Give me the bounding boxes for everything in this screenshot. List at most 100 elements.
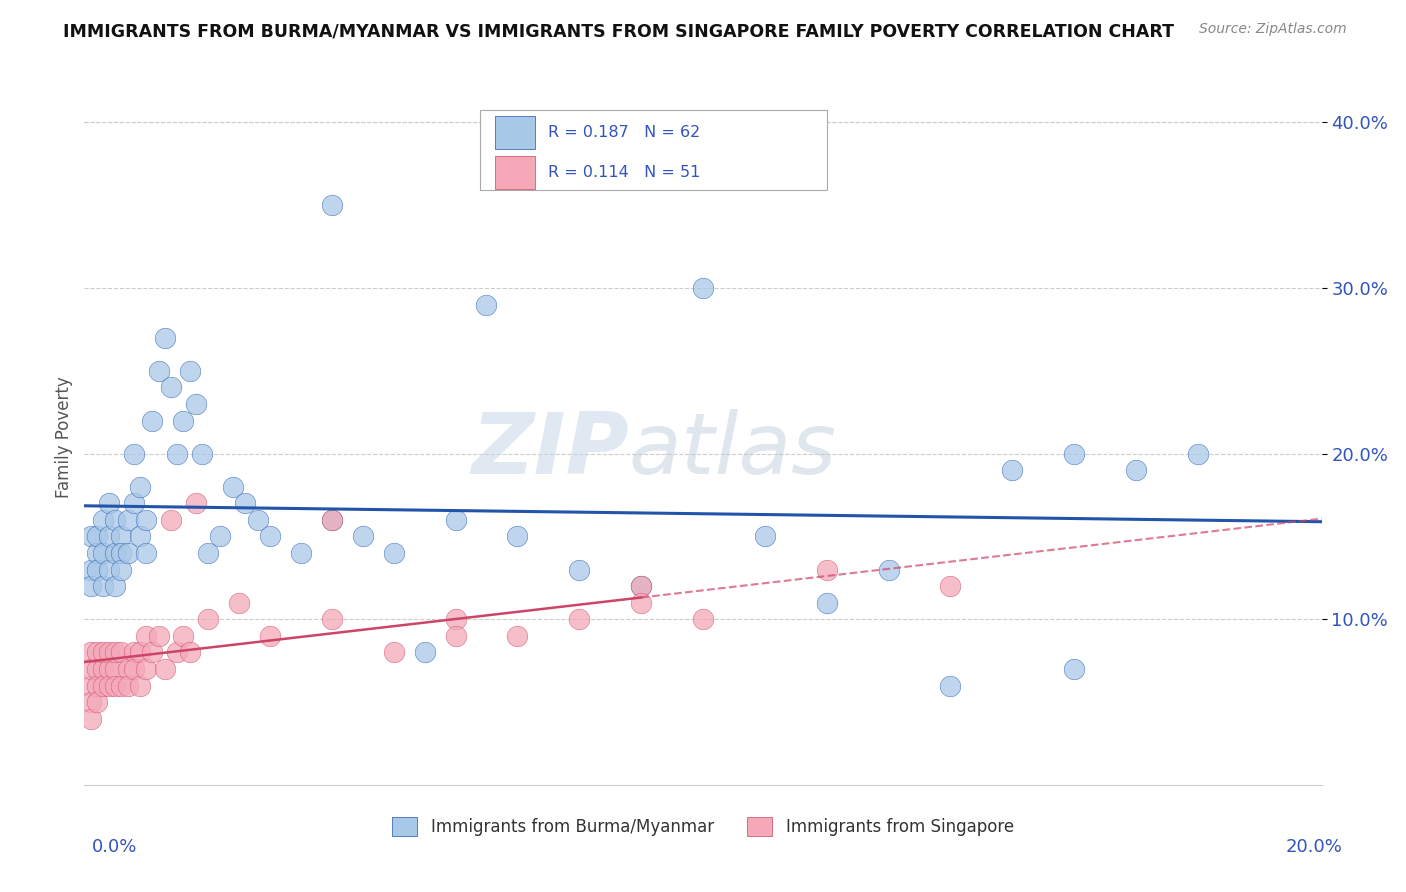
Point (259, 629, 281, 643)
Point (444, 629, 467, 643)
Point (110, 546, 132, 560)
Point (79, 529, 101, 543)
Point (86, 645, 108, 659)
Point (86, 546, 108, 560)
Point (413, 645, 436, 659)
Point (166, 645, 188, 659)
Point (475, 297, 498, 311)
Point (91, 662, 114, 676)
Point (135, 629, 157, 643)
Point (754, 529, 776, 543)
Point (110, 679, 132, 693)
Point (197, 546, 219, 560)
Point (141, 413, 163, 427)
Point (197, 612, 219, 626)
FancyBboxPatch shape (495, 116, 534, 149)
Point (233, 496, 256, 510)
Point (79, 645, 101, 659)
Point (321, 513, 343, 527)
Point (98, 529, 121, 543)
Point (110, 529, 132, 543)
FancyBboxPatch shape (481, 110, 827, 190)
Point (1187, 447, 1209, 461)
Point (222, 480, 245, 494)
Point (382, 645, 405, 659)
Point (877, 563, 900, 577)
Point (79, 579, 101, 593)
Point (104, 546, 127, 560)
Point (117, 679, 139, 693)
Point (166, 447, 188, 461)
Point (209, 529, 232, 543)
Text: IMMIGRANTS FROM BURMA/MYANMAR VS IMMIGRANTS FROM SINGAPORE FAMILY POVERTY CORREL: IMMIGRANTS FROM BURMA/MYANMAR VS IMMIGRA… (63, 22, 1174, 40)
Point (91, 645, 114, 659)
Point (129, 529, 152, 543)
Text: R = 0.187   N = 62: R = 0.187 N = 62 (548, 125, 700, 140)
Point (122, 447, 145, 461)
Text: 0.0%: 0.0% (91, 838, 136, 856)
Point (122, 662, 145, 676)
Point (1063, 447, 1085, 461)
Point (79, 712, 101, 726)
Point (246, 513, 269, 527)
Point (104, 662, 127, 676)
Point (179, 645, 201, 659)
Point (692, 612, 714, 626)
Point (939, 679, 962, 693)
Point (939, 579, 962, 593)
Point (98, 679, 121, 693)
Text: R = 0.114   N = 51: R = 0.114 N = 51 (548, 165, 700, 180)
Point (110, 563, 132, 577)
Point (110, 645, 132, 659)
Point (290, 546, 312, 560)
Point (506, 529, 529, 543)
Point (104, 513, 127, 527)
Point (692, 281, 714, 295)
Y-axis label: Family Poverty: Family Poverty (55, 376, 73, 498)
Point (117, 662, 139, 676)
Point (79, 662, 101, 676)
Point (815, 563, 838, 577)
Point (184, 496, 207, 510)
Point (86, 662, 108, 676)
Point (135, 513, 157, 527)
Point (98, 496, 121, 510)
Point (321, 513, 343, 527)
Point (79, 695, 101, 709)
Point (98, 662, 121, 676)
Point (79, 563, 101, 577)
Legend: Immigrants from Burma/Myanmar, Immigrants from Singapore: Immigrants from Burma/Myanmar, Immigrant… (385, 811, 1021, 843)
Point (135, 546, 157, 560)
Point (91, 513, 114, 527)
Point (148, 629, 170, 643)
Point (98, 645, 121, 659)
Point (153, 662, 176, 676)
Point (141, 645, 163, 659)
Point (122, 496, 145, 510)
Point (352, 529, 374, 543)
Point (444, 513, 467, 527)
Text: atlas: atlas (628, 409, 837, 492)
Point (815, 596, 838, 610)
Text: ZIP: ZIP (471, 409, 628, 492)
Point (321, 198, 343, 212)
Point (86, 529, 108, 543)
Point (86, 695, 108, 709)
Point (630, 579, 652, 593)
Point (172, 413, 194, 427)
Point (79, 679, 101, 693)
Point (148, 364, 170, 378)
Point (568, 612, 591, 626)
FancyBboxPatch shape (495, 156, 534, 189)
Text: 20.0%: 20.0% (1286, 838, 1343, 856)
Point (153, 331, 176, 345)
Point (129, 480, 152, 494)
Point (506, 629, 529, 643)
Text: Source: ZipAtlas.com: Source: ZipAtlas.com (1199, 22, 1347, 37)
Point (91, 579, 114, 593)
Point (104, 579, 127, 593)
Point (1001, 463, 1024, 477)
Point (444, 612, 467, 626)
Point (172, 629, 194, 643)
Point (179, 364, 201, 378)
